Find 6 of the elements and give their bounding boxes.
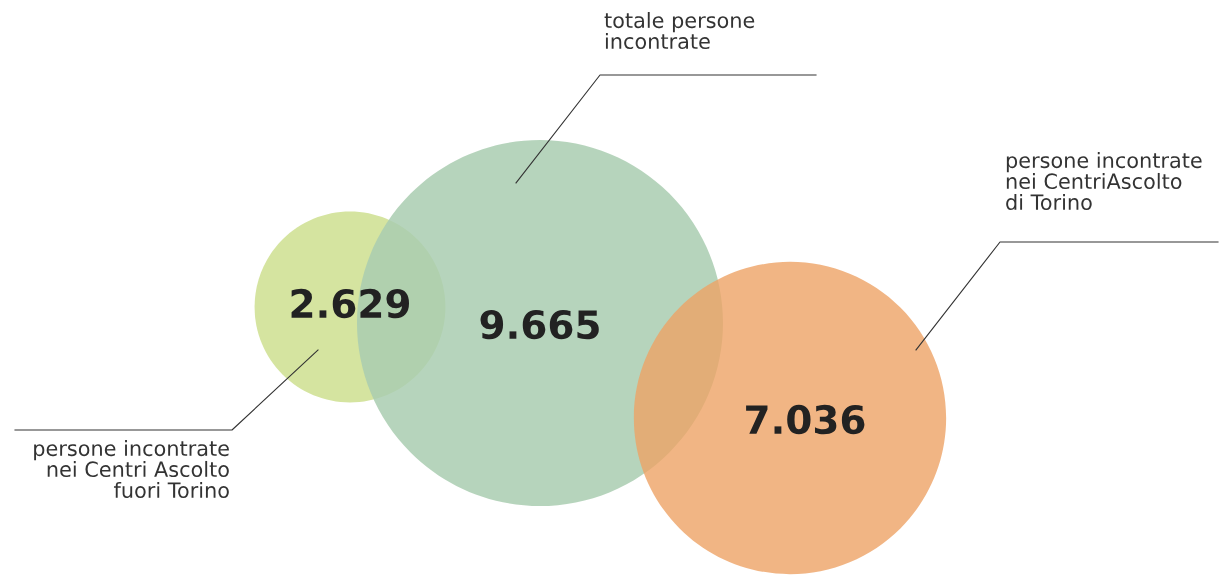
data-label: 2.629 <box>291 288 410 319</box>
data-label: 7.036 <box>746 404 865 435</box>
category-label: totale persone incontrate <box>604 12 755 50</box>
category-label: persone incontrate nei Centri Ascolto fuori Torino <box>34 440 229 499</box>
category-label: persone incontrate nei CentriAscolto di Torino <box>1006 152 1202 211</box>
data-label: 9.665 <box>480 309 599 340</box>
